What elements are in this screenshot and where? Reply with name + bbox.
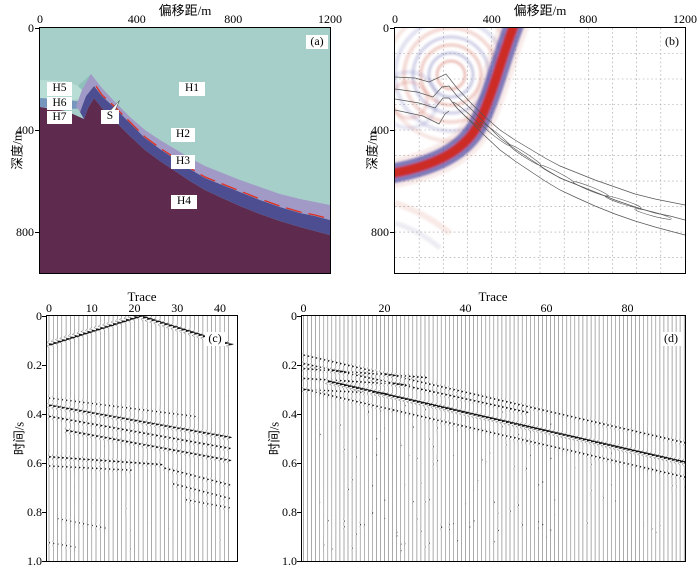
b-ytick-1: 400 [371,123,389,137]
c-ytick-2: 0.4 [27,407,42,421]
wavefield-plot-svg [395,28,685,273]
d-yaxis-title: 时间/s [267,421,282,456]
b-xtick-0: 0 [392,12,398,26]
d-tick-mark [297,414,302,415]
a-tick-mark [35,130,40,131]
interface-lines [395,73,685,236]
c-xtick-1: 10 [85,301,98,315]
ripple-lower-blue [395,220,442,250]
a-xtick-3: 1200 [318,12,342,26]
b-xtick-3: 1200 [673,12,697,26]
b-xaxis-title: 偏移距/m [513,3,567,18]
c-tick-mark [42,561,47,562]
d-ytick-3: 0.6 [282,456,297,470]
receiver-gather-large-svg [302,316,685,561]
model-plot-svg [40,28,330,273]
b-yaxis-title: 深度/m [365,131,380,170]
model-plot [39,27,331,274]
d-ytick-1: 0.2 [282,358,297,372]
c-ytick-0: 0 [36,309,42,323]
a-xtick-2: 800 [224,12,243,26]
a-ytick-2: 800 [16,225,34,239]
a-yaxis-title: 深度/m [10,131,25,170]
label-h1: H1 [179,82,205,96]
d-tick-mark [297,512,302,513]
label-h6: H6 [47,96,72,110]
panel-tag-d: (d) [661,331,681,346]
shot-gather-small [46,315,238,562]
label-h7: H7 [47,110,72,124]
d-ytick-0: 0 [291,309,297,323]
b-ytick-2: 800 [371,225,389,239]
d-xtick-2: 40 [459,301,472,315]
d-xaxis-title: Trace [478,289,508,304]
d-xtick-3: 60 [540,301,553,315]
main-wavefront [395,28,530,189]
c-xaxis-title: Trace [127,289,157,304]
label-source: S [101,110,119,124]
d-ytick-5: 1.0 [282,554,297,568]
ripple-lower-red [395,200,452,236]
a-xaxis-title: 偏移距/m [158,3,212,18]
a-tick-mark [35,232,40,233]
layer-h3 [80,86,330,235]
a-tick-mark [35,28,40,29]
b-tick-mark [390,130,395,131]
receiver-gather-large [301,315,686,562]
c-yaxis-title: 时间/s [12,421,27,456]
c-ytick-3: 0.6 [27,456,42,470]
d-tick-mark [297,316,302,317]
d-xtick-0: 0 [300,301,307,315]
d-ytick-4: 0.8 [282,505,297,519]
d-tick-mark [297,561,302,562]
d-ytick-2: 0.4 [282,407,297,421]
a-ytick-1: 400 [16,123,34,137]
wiggle-paths [49,316,234,550]
d-tick-mark [297,463,302,464]
c-xtick-4: 40 [214,301,226,315]
a-ytick-0: 0 [28,21,34,35]
red-interface-line [95,85,330,220]
panel-tag-c: (c) [205,331,225,346]
label-h3: H3 [171,155,195,169]
label-h2: H2 [171,128,195,142]
a-xtick-1: 400 [127,12,146,26]
b-tick-mark [390,28,395,29]
label-h5: H5 [47,82,72,96]
d-xtick-1: 20 [378,301,391,315]
a-xtick-0: 0 [37,12,43,26]
c-tick-mark [42,365,47,366]
wiggle-paths [303,354,685,552]
panel-tag-a: (a) [306,34,328,49]
c-ytick-4: 0.8 [27,505,42,519]
c-tick-mark [42,512,47,513]
wavefield-plot [394,27,686,274]
c-xtick-3: 30 [171,301,184,315]
c-xtick-0: 0 [46,301,52,315]
c-tick-mark [42,414,47,415]
layer-h2 [76,74,330,220]
b-ytick-0: 0 [383,21,389,35]
panel-tag-b: (b) [661,34,683,49]
b-tick-mark [390,232,395,233]
b-xtick-2: 800 [579,12,598,26]
wiggle-paths [302,316,685,561]
b-xtick-1: 400 [482,12,501,26]
d-xtick-4: 80 [621,301,634,315]
label-h4: H4 [171,195,197,209]
c-xtick-2: 20 [128,301,141,315]
c-ytick-5: 1.0 [27,554,42,568]
lens-slivers [452,101,672,220]
d-tick-mark [297,365,302,366]
c-ytick-1: 0.2 [27,358,42,372]
shot-gather-small-svg [47,316,234,561]
layer-h4 [40,98,330,273]
c-tick-mark [42,463,47,464]
c-tick-mark [42,316,47,317]
